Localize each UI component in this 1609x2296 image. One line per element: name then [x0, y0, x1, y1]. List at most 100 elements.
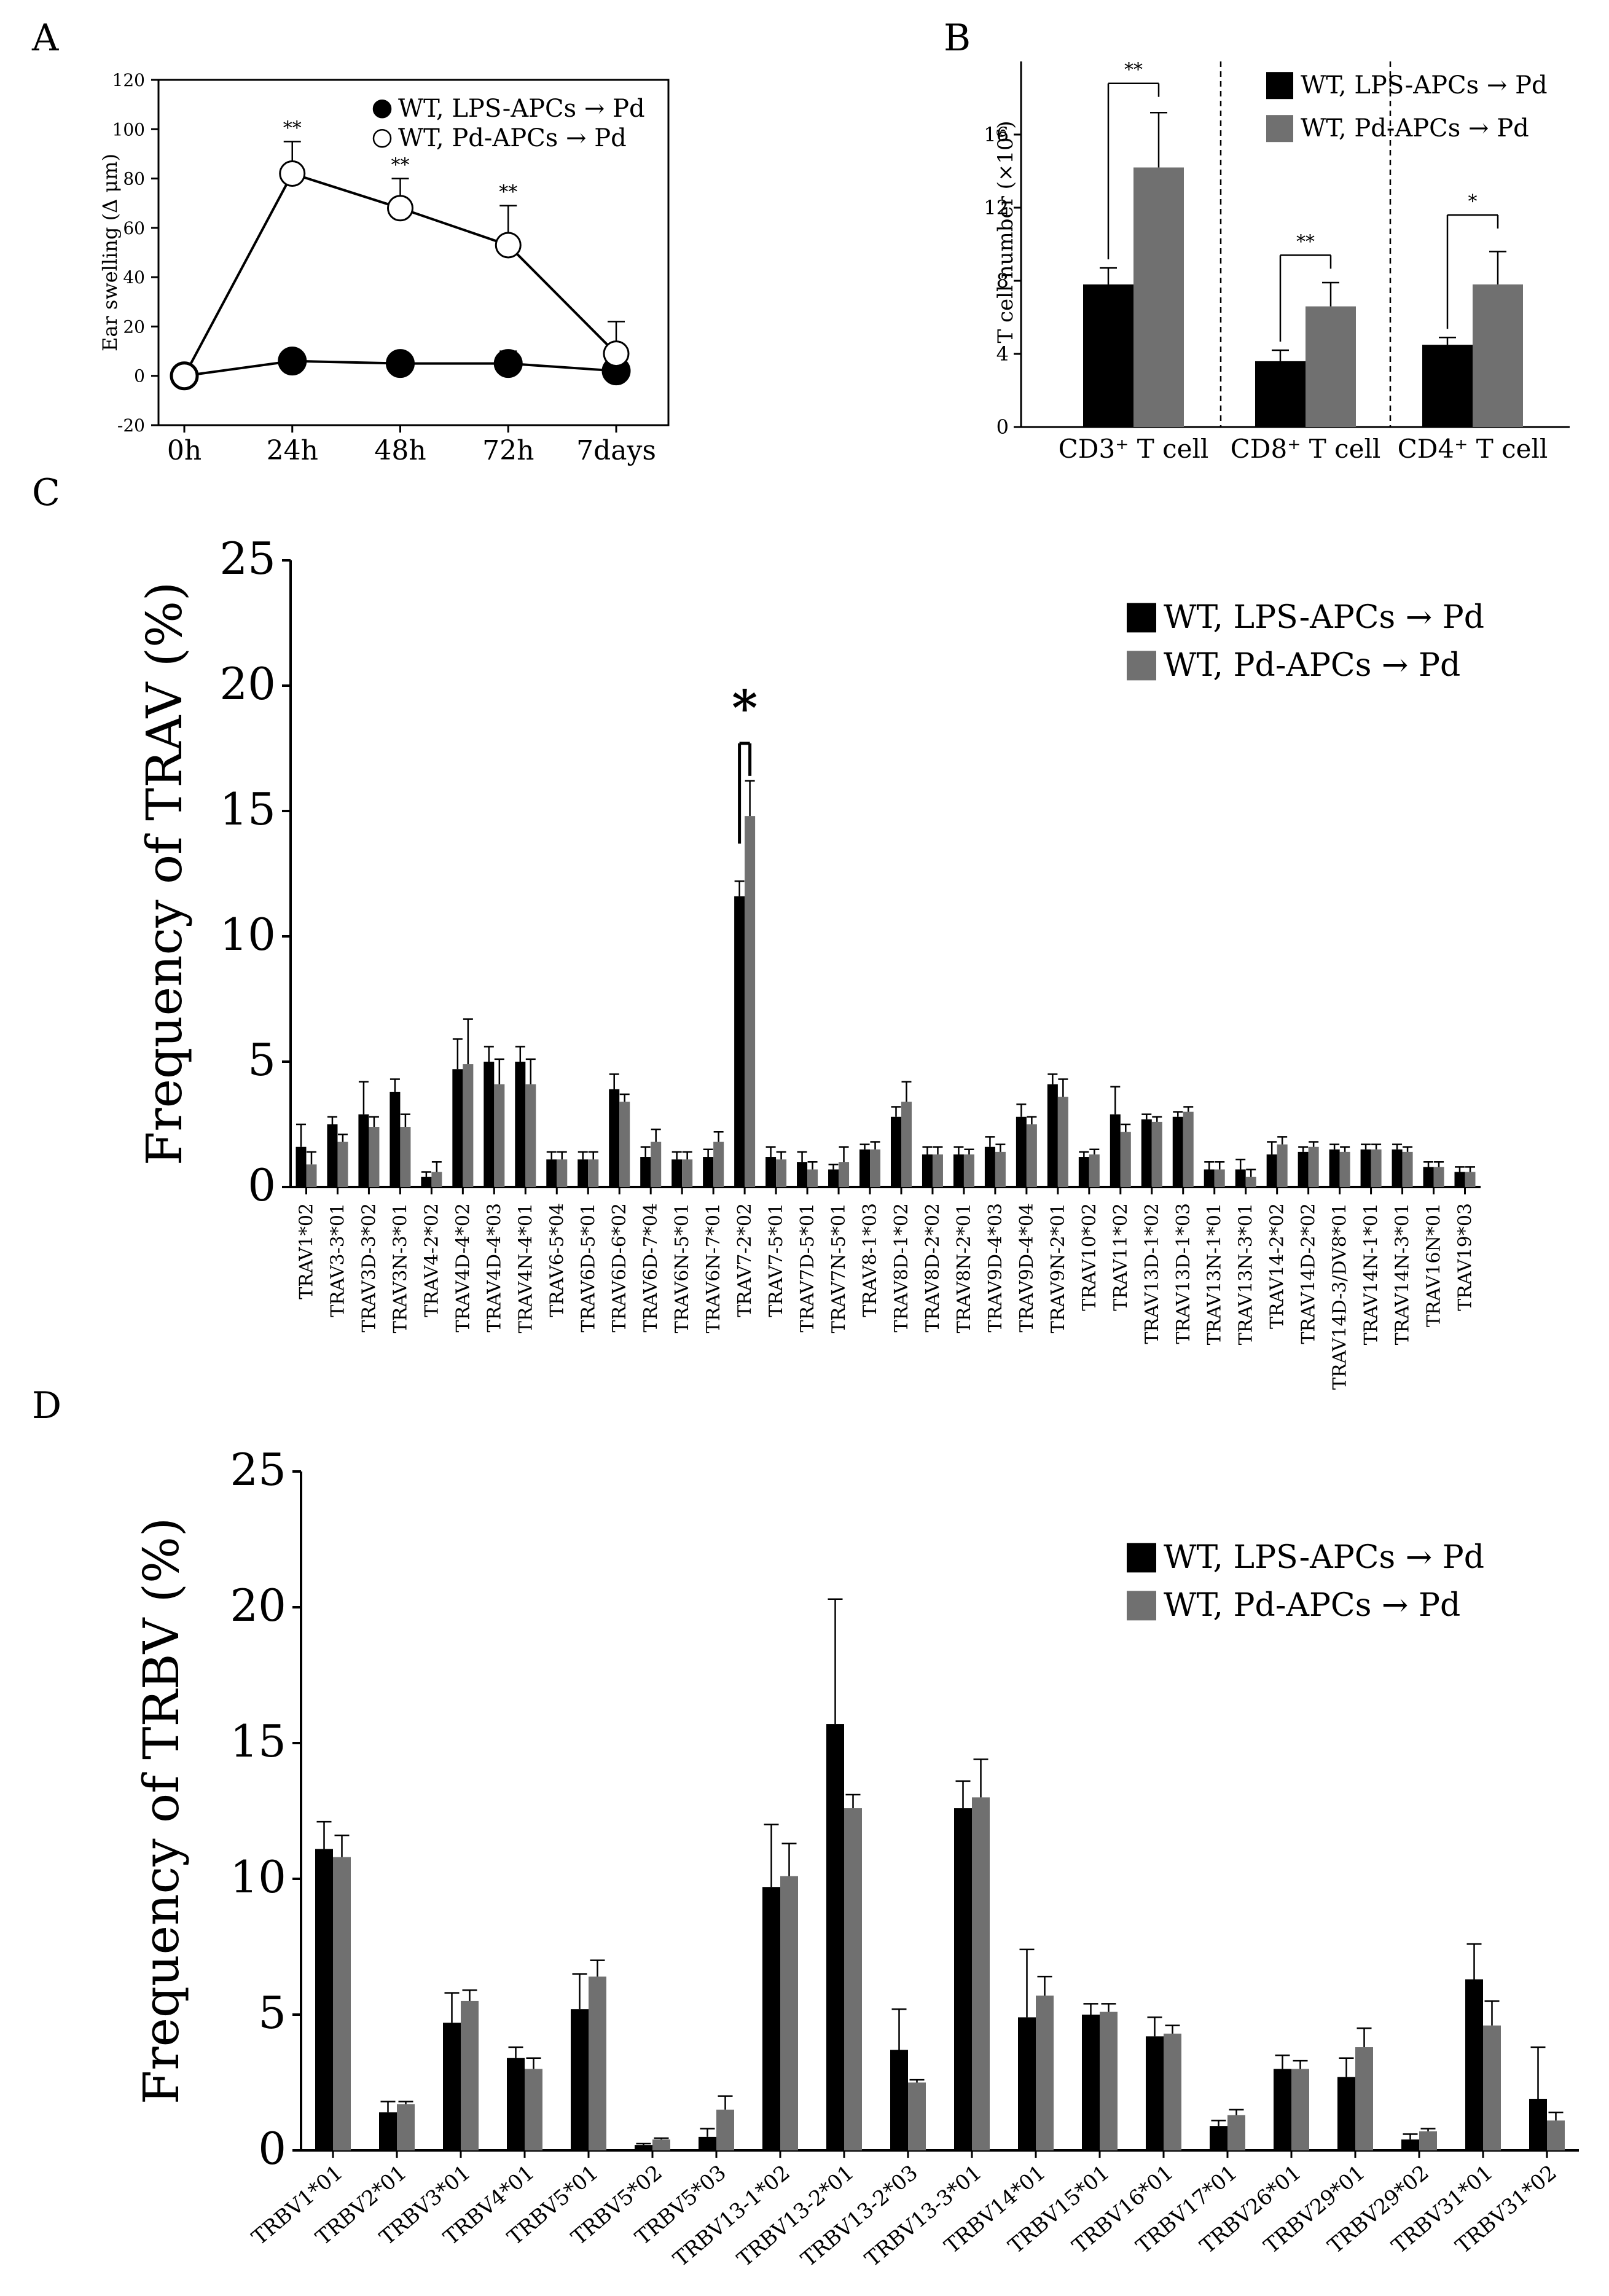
- bar-lps: [671, 1159, 683, 1187]
- x-category-label: TRAV6N-7*01: [703, 1203, 724, 1333]
- bar-lps: [703, 1157, 714, 1187]
- data-point: [279, 160, 306, 187]
- bar-lps: [1078, 1157, 1089, 1187]
- bar-pd: [901, 1102, 912, 1187]
- x-category-label: TRAV8D-1*02: [891, 1203, 912, 1333]
- bar-lps: [421, 1177, 432, 1187]
- bar-lps: [1016, 1116, 1027, 1187]
- y-tick-label: 4: [996, 342, 1009, 366]
- bar-pd: [1483, 2025, 1501, 2150]
- y-tick-label: 20: [123, 316, 145, 337]
- panel-label-b: B: [944, 17, 971, 60]
- x-category-label: TRAV7D-5*01: [797, 1203, 818, 1333]
- bar-pd: [525, 2069, 542, 2150]
- legend-label-0: WT, LPS-APCs → Pd: [1164, 1539, 1484, 1576]
- bar-pd: [400, 1127, 411, 1187]
- bar-lps: [640, 1157, 651, 1187]
- bar-pd: [1057, 1097, 1068, 1187]
- bar-lps: [327, 1124, 338, 1187]
- bar-pd: [1227, 2115, 1245, 2150]
- y-axis-label: Frequency of TRBV (%): [133, 1518, 190, 2104]
- bar-pd: [1308, 1146, 1319, 1187]
- bar-lps: [296, 1146, 307, 1187]
- bar-pd: [369, 1127, 380, 1187]
- bar-pd: [494, 1084, 505, 1187]
- x-category-label: TRAV19*03: [1455, 1203, 1476, 1311]
- bar-lps: [765, 1157, 777, 1187]
- y-tick-label: 12: [984, 196, 1009, 219]
- bar-lps: [1266, 1154, 1277, 1187]
- data-point: [493, 349, 523, 378]
- y-tick-label: 25: [230, 1444, 286, 1495]
- y-tick-label: 10: [219, 909, 276, 960]
- bar-pd: [713, 1142, 724, 1187]
- bar-lps: [1401, 2139, 1419, 2150]
- x-category-label: CD8⁺ T cell: [1231, 434, 1381, 464]
- panel-c-trav-frequency-chart: 0 5 10 15 20 25 Frequency of TRAV (%) TRAV1*02 T…: [136, 533, 1484, 1390]
- bar-lps: [483, 1062, 495, 1187]
- bar-lps: [890, 1116, 901, 1187]
- bar-lps: [797, 1162, 808, 1187]
- bar-pd: [1089, 1154, 1100, 1187]
- x-tick-label: 72h: [482, 435, 534, 466]
- bar-pd: [1433, 1167, 1444, 1187]
- x-category-label: TRAV3-3*01: [327, 1203, 348, 1317]
- bar-lps: [452, 1069, 463, 1187]
- x-category-label: TRAV6D-5*01: [577, 1203, 599, 1333]
- bar-pd: [306, 1164, 317, 1187]
- bar-pd: [463, 1064, 474, 1187]
- legend-label-1: WT, Pd-APCs → Pd: [398, 124, 627, 152]
- x-category-label: TRAV8N-2*01: [953, 1203, 975, 1333]
- legend-label-0: WT, LPS-APCs → Pd: [398, 95, 645, 123]
- bar-pd: [588, 1159, 599, 1187]
- y-tick-label: 15: [230, 1715, 286, 1767]
- bar-pd: [972, 1797, 990, 2150]
- x-category-label: TRAV7-2*02: [734, 1203, 756, 1317]
- bar-lps: [922, 1154, 933, 1187]
- bar-lps: [390, 1091, 401, 1187]
- data-point: [495, 232, 522, 259]
- bar-pd: [619, 1102, 630, 1187]
- bar-lps: [890, 2050, 908, 2150]
- x-category-label: TRAV6D-6*02: [609, 1203, 630, 1333]
- bar-lps: [358, 1114, 369, 1187]
- x-category-label: TRAV6D-7*04: [640, 1203, 662, 1333]
- significance-marker: *: [1468, 191, 1478, 213]
- y-axis-label: Ear swelling (Δ μm): [98, 154, 122, 351]
- bar-lps: [1146, 2036, 1164, 2150]
- bar-lps: [1360, 1149, 1371, 1187]
- panel-label-a: A: [31, 17, 59, 60]
- x-category-label: TRAV3D-3*02: [358, 1203, 380, 1333]
- bar-pd: [1402, 1151, 1413, 1187]
- significance-marker: **: [283, 117, 302, 139]
- x-tick-label: 24h: [267, 435, 318, 466]
- y-tick-label: 5: [258, 1987, 286, 2039]
- y-tick-label: 16: [984, 123, 1009, 146]
- bar-pd: [932, 1154, 943, 1187]
- bar-lps: [826, 1724, 844, 2150]
- bar-lps: [1392, 1149, 1403, 1187]
- bar-pd: [1036, 1996, 1054, 2150]
- bar-lps: [635, 2145, 652, 2150]
- data-point: [171, 362, 198, 390]
- x-category-label: TRAV3N-3*01: [390, 1203, 411, 1333]
- x-category-label: TRAV9N-2*01: [1047, 1203, 1069, 1333]
- y-tick-label: 15: [219, 783, 276, 835]
- bar-pd: [1245, 1177, 1256, 1187]
- bar-pd: [1133, 167, 1184, 427]
- x-category-label: TRAV14D-2*02: [1298, 1203, 1320, 1344]
- x-category-label: TRAV6N-5*01: [671, 1203, 693, 1333]
- bar-pd: [1151, 1121, 1162, 1187]
- bar-pd: [557, 1159, 568, 1187]
- bar-pd: [1355, 2047, 1373, 2150]
- bar-lps: [1337, 2077, 1355, 2150]
- x-category-label: TRAV6-5*04: [546, 1203, 568, 1317]
- bar-lps: [546, 1159, 557, 1187]
- bar-pd: [1291, 2069, 1309, 2150]
- bar-lps: [762, 1887, 780, 2150]
- y-tick-label: 0: [996, 415, 1009, 439]
- bar-lps: [1298, 1151, 1309, 1187]
- x-category-label: TRAV13N-1*01: [1204, 1203, 1226, 1345]
- bar-pd: [1339, 1151, 1350, 1187]
- bar-pd: [431, 1172, 442, 1187]
